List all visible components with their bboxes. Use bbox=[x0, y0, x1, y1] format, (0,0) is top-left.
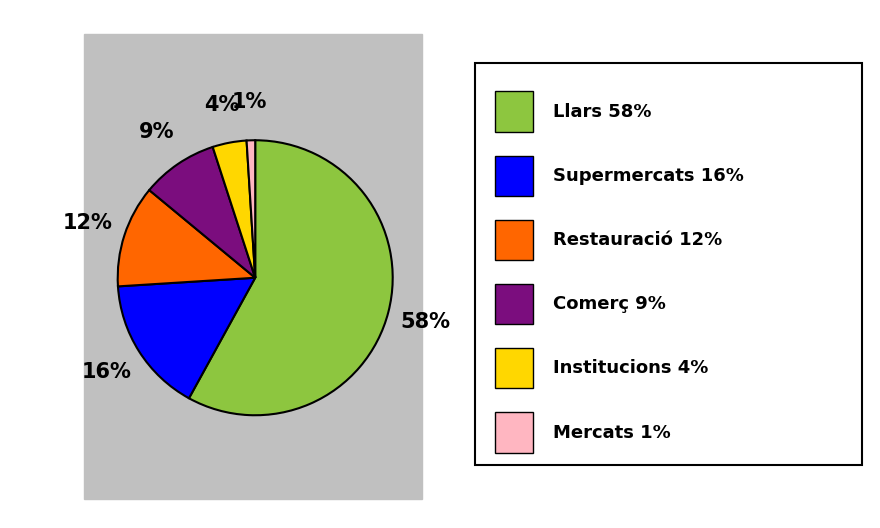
Bar bbox=[495, 156, 533, 196]
Wedge shape bbox=[213, 140, 255, 278]
Text: 16%: 16% bbox=[82, 362, 131, 382]
Wedge shape bbox=[189, 140, 392, 415]
Wedge shape bbox=[150, 147, 255, 278]
Text: Llars 58%: Llars 58% bbox=[553, 102, 651, 120]
Bar bbox=[495, 220, 533, 260]
Wedge shape bbox=[118, 278, 255, 398]
Text: Comerç 9%: Comerç 9% bbox=[553, 295, 665, 313]
Bar bbox=[495, 91, 533, 131]
Wedge shape bbox=[246, 140, 255, 278]
Text: 1%: 1% bbox=[232, 92, 268, 112]
Wedge shape bbox=[118, 190, 255, 286]
Bar bbox=[495, 348, 533, 389]
Text: 9%: 9% bbox=[138, 122, 174, 142]
Bar bbox=[495, 412, 533, 452]
Bar bbox=[495, 284, 533, 324]
Text: Restauració 12%: Restauració 12% bbox=[553, 231, 722, 249]
Text: 4%: 4% bbox=[204, 95, 240, 115]
Text: 58%: 58% bbox=[400, 312, 451, 332]
Text: Institucions 4%: Institucions 4% bbox=[553, 360, 708, 378]
Text: 12%: 12% bbox=[62, 213, 113, 233]
Text: Supermercats 16%: Supermercats 16% bbox=[553, 167, 744, 185]
Text: Mercats 1%: Mercats 1% bbox=[553, 423, 671, 441]
